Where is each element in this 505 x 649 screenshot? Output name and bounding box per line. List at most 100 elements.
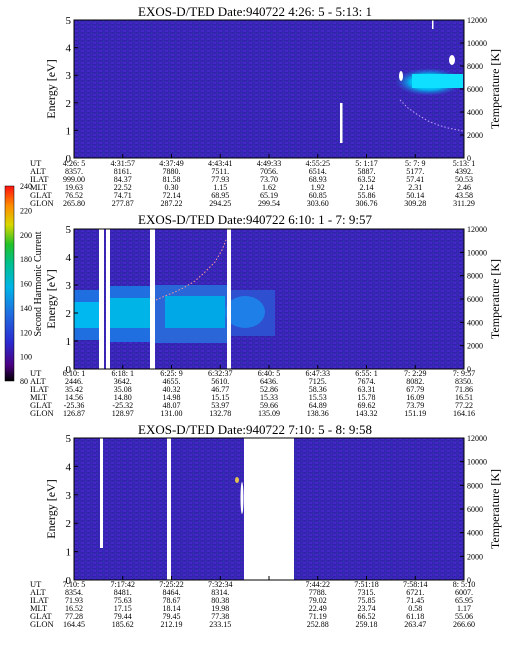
table-cell: 6514. <box>309 167 327 176</box>
table-cell: 6:18: 1 <box>112 369 134 378</box>
panel-1-y-label: Energy [eV] <box>44 59 58 118</box>
table-cell: 1.62 <box>262 183 276 192</box>
table-cell: 75.63 <box>114 596 132 605</box>
table-row-label: GLON <box>30 408 54 418</box>
table-cell: 7:51:18 <box>354 580 378 589</box>
panel-2-y2-label: Temperature [K] <box>488 259 502 339</box>
colorbar-label: Second Harmonic Current <box>33 231 44 336</box>
table-cell: 60.85 <box>309 191 327 200</box>
y-tick-label: 5 <box>66 15 72 27</box>
table-row-label: ALT <box>30 166 47 176</box>
table-cell: 7: 9:57 <box>453 369 475 378</box>
table-cell: 2.14 <box>360 183 374 192</box>
table-cell: 79.44 <box>114 612 132 621</box>
table-cell: 7:25:22 <box>159 580 183 589</box>
table-cell: 68.93 <box>309 175 327 184</box>
table-cell: 16.51 <box>455 393 473 402</box>
table-cell: 69.62 <box>358 401 376 410</box>
table-cell: 65.19 <box>260 191 278 200</box>
panel-1: EXOS-D/TED Date:940722 4:26: 5 - 5:13: 1… <box>30 4 502 208</box>
table-cell: 299.54 <box>258 199 280 208</box>
table-cell: 14.56 <box>65 393 83 402</box>
table-cell: 164.16 <box>453 409 475 418</box>
panel-3-y2-axis: 0 2000 4000 6000 8000 10000 12000 <box>460 434 487 585</box>
table-cell: 8350. <box>455 377 473 386</box>
table-cell: 7788. <box>309 588 327 597</box>
y-tick-label: 0 <box>66 575 72 587</box>
table-cell: 81.58 <box>163 175 181 184</box>
y2-tick-label: 2000 <box>467 342 483 351</box>
panel-1-y2-label: Temperature [K] <box>488 49 502 129</box>
table-cell: 265.80 <box>63 199 85 208</box>
table-cell: 6:40: 5 <box>258 369 280 378</box>
table-cell: 8481. <box>114 588 132 597</box>
table-cell: 7125. <box>309 377 327 386</box>
table-cell: 40.32 <box>163 385 181 394</box>
colorbar-tick-label: 200 <box>20 231 32 240</box>
table-row-label: UT <box>30 579 42 589</box>
panel-2-gap-3 <box>150 229 155 369</box>
table-cell: 6007. <box>455 588 473 597</box>
table-cell: 4655. <box>163 377 181 386</box>
table-cell: 1.92 <box>311 183 325 192</box>
table-row-label: GLAT <box>30 190 53 200</box>
table-cell: 71.19 <box>309 612 327 621</box>
panel-1-data-gap-line <box>340 103 343 143</box>
table-cell: 78.67 <box>163 596 181 605</box>
table-cell: 71.86 <box>455 385 473 394</box>
table-cell: 57.41 <box>406 175 424 184</box>
table-cell: 5610. <box>211 377 229 386</box>
table-cell: 7880. <box>163 167 181 176</box>
table-cell: 4:43:41 <box>208 159 232 168</box>
table-cell: 8357. <box>65 167 83 176</box>
table-cell: 306.76 <box>356 199 378 208</box>
table-cell: 46.77 <box>211 385 229 394</box>
table-cell: 52.86 <box>260 385 278 394</box>
table-cell: 8: 5:10 <box>453 580 475 589</box>
table-cell: 19.98 <box>211 604 229 613</box>
table-cell: 15.15 <box>211 393 229 402</box>
table-cell: 135.09 <box>258 409 280 418</box>
panel-3-gap-1 <box>100 438 103 548</box>
table-cell: 55.86 <box>358 191 376 200</box>
table-cell: 63.52 <box>358 175 376 184</box>
panel-2: EXOS-D/TED Date:940722 6:10: 1 - 7: 9:57… <box>30 212 502 418</box>
table-cell: 71.93 <box>65 596 83 605</box>
table-cell: 5887. <box>358 167 376 176</box>
table-cell: 48.07 <box>163 401 181 410</box>
table-cell: 65.95 <box>455 596 473 605</box>
table-cell: 4:49:33 <box>257 159 281 168</box>
panel-1-y-axis: 0 1 2 3 4 5 <box>66 15 465 165</box>
table-cell: 66.52 <box>358 612 376 621</box>
table-cell: 126.87 <box>63 409 85 418</box>
table-cell: 53.97 <box>211 401 229 410</box>
colorbar-tick-label: 100 <box>20 353 32 362</box>
y2-tick-label: 10000 <box>467 39 487 48</box>
table-row-label: MLT <box>30 182 48 192</box>
y2-tick-label: 6000 <box>467 505 483 514</box>
panel-1-y2-axis: 0 2000 4000 6000 8000 10000 12000 <box>460 16 487 163</box>
colorbar-tick-label: 220 <box>20 206 32 215</box>
table-cell: 7056. <box>260 167 278 176</box>
y2-tick-label: 8000 <box>467 481 483 490</box>
table-cell: 22.49 <box>309 604 327 613</box>
y2-tick-label: 10000 <box>467 248 487 257</box>
table-cell: 143.32 <box>356 409 378 418</box>
table-cell: 7511. <box>211 167 229 176</box>
table-cell: 309.28 <box>404 199 426 208</box>
table-cell: -25.36 <box>64 401 85 410</box>
table-cell: 2.46 <box>457 183 471 192</box>
panel-3-data-gap <box>244 438 294 580</box>
panel-3-gap-2 <box>167 438 171 580</box>
table-cell: 4:31:57 <box>111 159 135 168</box>
table-cell: 72.14 <box>163 191 181 200</box>
colorbar-ticks: 80 100 120 140 160 180 200 220 240 <box>20 182 32 386</box>
colorbar-tick-label: 140 <box>20 304 32 313</box>
table-cell: 131.00 <box>161 409 183 418</box>
table-cell: 50.53 <box>455 175 473 184</box>
y-tick-label: 3 <box>66 70 72 82</box>
table-cell: -25.32 <box>112 401 133 410</box>
table-cell: 233.15 <box>209 620 231 629</box>
panel-3-features <box>100 438 294 580</box>
